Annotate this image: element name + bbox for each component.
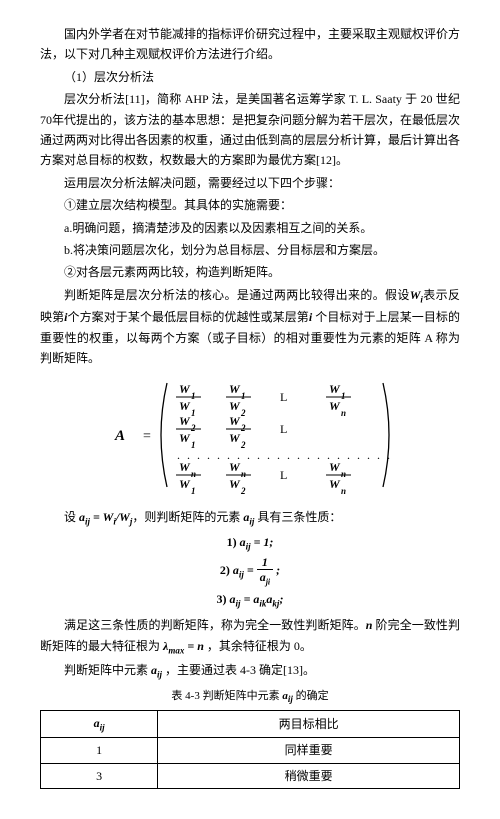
table-row: 3 稍微重要: [41, 763, 460, 788]
property-equations: 1) aij = 1; 2) aij = 1aji ; 3) aij = aik…: [40, 532, 460, 612]
svg-text:A: A: [114, 428, 125, 444]
svg-text:2: 2: [190, 423, 196, 433]
svg-text:W: W: [179, 477, 191, 491]
text: 判断矩阵中元素: [64, 663, 151, 677]
symbol-aij2: aij: [151, 663, 162, 677]
table-caption: 表 4-3 判断矩阵中元素 aij 的确定: [40, 687, 460, 707]
svg-text:n: n: [341, 408, 346, 418]
symbol-Wi: Wi: [410, 288, 423, 302]
symbol-aij: aij: [243, 510, 254, 524]
intro-paragraph: 国内外学者在对节能减排的指标评价研究过程中，主要采取主观赋权评价方法，以下对几种…: [40, 24, 460, 65]
cell-equal: 同样重要: [158, 738, 460, 763]
svg-text:W: W: [229, 477, 241, 491]
cell-3: 3: [41, 763, 158, 788]
svg-text:W: W: [229, 399, 241, 413]
text: 个方案对于某个最低层目标的优越性或某层第: [67, 310, 308, 324]
steps-intro: 运用层次分析法解决问题，需要经过以下四个步骤：: [40, 173, 460, 193]
svg-text:1: 1: [341, 391, 346, 401]
svg-text:W: W: [179, 399, 191, 413]
svg-text:1: 1: [191, 486, 196, 495]
svg-text:W: W: [329, 460, 341, 474]
symbol-aij3: aij: [282, 690, 293, 702]
step-1: ①建立层次结构模型。其具体的实施需要：: [40, 195, 460, 215]
svg-text:L: L: [280, 422, 287, 436]
text: 设: [64, 510, 79, 524]
svg-text:n: n: [341, 486, 346, 495]
svg-text:L: L: [280, 468, 287, 482]
svg-text:W: W: [229, 382, 241, 396]
method-heading: （1）层次分析法: [40, 67, 460, 87]
symbol-aij-eq: aij = Wi/Wj: [79, 510, 132, 524]
text: 具有三条性质：: [254, 510, 341, 524]
svg-text:W: W: [179, 414, 191, 428]
scale-table: aij 两目标相比 1 同样重要 3 稍微重要: [40, 710, 460, 789]
svg-text:n: n: [241, 469, 246, 479]
text: 满足这三条性质的判断矩阵，称为完全一致性判断矩阵。: [64, 618, 366, 632]
text: 判断矩阵是层次分析法的核心。是通过两两比较得出来的。假设: [64, 288, 410, 302]
eq-3: 3) aij = aikakj;: [40, 589, 460, 612]
caption-text-b: 的确定: [293, 690, 329, 702]
properties-intro: 设 aij = Wi/Wj，则判断矩阵的元素 aij 具有三条性质：: [40, 507, 460, 530]
svg-text:. . . . . . . . . . . . . . .: . . . . . . . . . . . . . . . . . . . . …: [177, 448, 395, 462]
consistency-paragraph: 满足这三条性质的判断矩阵，称为完全一致性判断矩阵。n 阶完全一致性判断矩阵的最大…: [40, 615, 460, 658]
page: 国内外学者在对节能减排的指标评价研究过程中，主要采取主观赋权评价方法，以下对几种…: [0, 0, 500, 819]
svg-text:W: W: [179, 431, 191, 445]
svg-text:2: 2: [240, 486, 246, 495]
svg-text:=: =: [143, 429, 151, 444]
table-row: 1 同样重要: [41, 738, 460, 763]
step-1b: b.将决策问题层次化，划分为总目标层、分目标层和方案层。: [40, 240, 460, 260]
svg-text:W: W: [229, 460, 241, 474]
svg-text:W: W: [329, 477, 341, 491]
svg-text:2: 2: [240, 423, 246, 433]
text: ，主要通过表 4-3 确定[13]。: [162, 663, 315, 677]
eq-2: 2) aij = 1aji ;: [40, 556, 460, 586]
ahp-description: 层次分析法[11]，简称 AHP 法，是美国著名运筹学家 T. L. Saaty…: [40, 89, 460, 171]
symbol-lambda: λmax = n: [163, 639, 204, 653]
svg-text:n: n: [341, 469, 346, 479]
cell-slight: 稍微重要: [158, 763, 460, 788]
step-2: ②对各层元素两两比较，构造判断矩阵。: [40, 262, 460, 282]
svg-text:W: W: [329, 382, 341, 396]
judgment-matrix-paragraph: 判断矩阵是层次分析法的核心。是通过两两比较得出来的。假设Wi表示反映第i个方案对…: [40, 285, 460, 369]
matrix-svg: A = W1 W1 W1 W2 L W1 Wn W2: [105, 375, 395, 495]
text: ，其余特征根为 0。: [204, 639, 312, 653]
svg-text:1: 1: [241, 391, 246, 401]
caption-text-a: 表 4-3 判断矩阵中元素: [171, 690, 282, 702]
text: ，则判断矩阵的元素: [132, 510, 243, 524]
step-1a: a.明确问题，摘清楚涉及的因素以及因素相互之间的关系。: [40, 218, 460, 238]
symbol-n: n: [366, 618, 376, 632]
header-compare: 两目标相比: [158, 710, 460, 738]
svg-text:W: W: [179, 382, 191, 396]
matrix-A: A = W1 W1 W1 W2 L W1 Wn W2: [40, 375, 460, 501]
table-row: aij 两目标相比: [41, 710, 460, 738]
svg-text:L: L: [280, 390, 287, 404]
cell-1: 1: [41, 738, 158, 763]
svg-text:W: W: [179, 460, 191, 474]
eq-1: 1) aij = 1;: [40, 532, 460, 555]
svg-text:n: n: [191, 469, 196, 479]
svg-text:W: W: [229, 414, 241, 428]
svg-text:1: 1: [191, 391, 196, 401]
svg-text:W: W: [329, 399, 341, 413]
svg-text:W: W: [229, 431, 241, 445]
svg-text:1: 1: [191, 408, 196, 418]
svg-text:2: 2: [240, 408, 246, 418]
header-aij: aij: [41, 710, 158, 738]
table-ref-paragraph: 判断矩阵中元素 aij ，主要通过表 4-3 确定[13]。: [40, 660, 460, 683]
